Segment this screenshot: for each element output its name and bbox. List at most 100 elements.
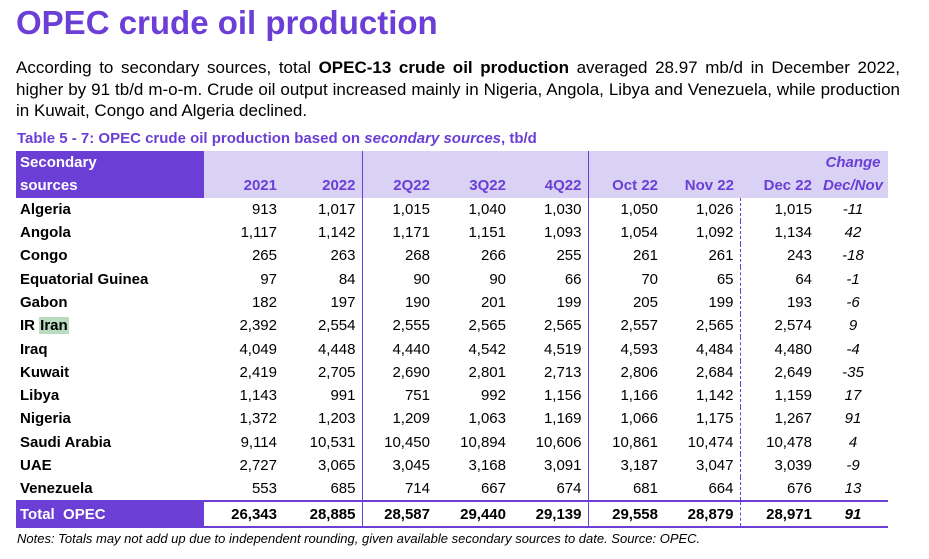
header-blank	[587, 151, 664, 175]
total-row: Total OPEC 26,343 28,885 28,587 29,440 29,139…	[16, 500, 888, 528]
value-cell: 205	[587, 290, 664, 315]
column-header: 2Q22	[361, 174, 436, 198]
caption-italic: secondary sources	[364, 130, 502, 147]
value-cell: 64	[739, 267, 818, 291]
value-cell: 268	[361, 244, 436, 268]
value-cell: 685	[330, 480, 356, 498]
value-cell: 2,727	[239, 457, 277, 474]
value-cell: 243	[739, 244, 818, 268]
value-cell: 4,519	[543, 340, 582, 358]
table-row: Libya 1,143 991 751 992 1,156 1,166 1,142 1,159 1…	[16, 383, 888, 408]
value-cell: 2,557	[587, 314, 664, 338]
value-cell: 4,049	[239, 340, 277, 358]
value-cell: 667	[480, 480, 506, 498]
header-blank	[436, 151, 512, 175]
value-cell: 1,093	[543, 224, 582, 242]
value-cell: 263	[330, 247, 356, 265]
value-cell: 1,175	[695, 410, 734, 428]
column-header: Oct 22	[587, 174, 664, 198]
table-row: Kuwait 2,419 2,705 2,690 2,801 2,713 2,806 2,68…	[16, 360, 888, 384]
value-cell: 3,047	[695, 457, 734, 474]
column-header: 2021	[204, 174, 283, 198]
value-cell: 2,801	[468, 363, 506, 381]
change-cell: -4	[846, 340, 860, 358]
value-cell: 1,372	[239, 410, 277, 428]
change-cell: -35	[842, 363, 864, 381]
value-cell: 10,474	[687, 433, 734, 451]
value-cell: 10,531	[309, 433, 356, 451]
intro-text-2: averaged 28.97 mb/d in December 2022, hi…	[16, 58, 900, 120]
value-cell: 28,885	[283, 500, 362, 528]
value-cell: 1,092	[695, 224, 734, 242]
value-cell: 10,861	[587, 430, 664, 454]
value-cell: 3,187	[587, 453, 664, 478]
country-name: Congo	[20, 247, 68, 265]
value-cell: 2,684	[695, 363, 734, 381]
value-cell: 2,705	[317, 363, 356, 381]
value-cell: 2,806	[587, 360, 664, 384]
value-cell: 70	[587, 267, 664, 291]
column-header: Dec 22	[740, 174, 818, 198]
country-name: Equatorial Guinea	[20, 270, 149, 288]
value-cell: 2,649	[739, 360, 818, 384]
caption-suffix: , tb/d	[501, 130, 537, 147]
header-blank	[283, 151, 362, 175]
intro-paragraph: According to secondary sources, total OP…	[16, 57, 900, 122]
value-cell: 29,139	[512, 500, 588, 528]
header-blank	[512, 151, 588, 175]
country-name: Libya	[20, 387, 60, 405]
value-cell: 2,574	[739, 314, 818, 338]
table-row: UAE 2,727 3,065 3,045 3,168 3,091 3,187 3,047 3,…	[16, 453, 888, 478]
country-name-prefix: IR	[20, 317, 40, 335]
value-cell: 66	[564, 270, 582, 288]
value-cell: 199	[708, 293, 734, 311]
value-cell: 28,971	[739, 500, 818, 528]
value-cell: 2,713	[543, 363, 582, 381]
value-cell: 751	[361, 383, 436, 408]
value-cell: 4,593	[587, 337, 664, 361]
value-cell: 992	[480, 387, 506, 405]
value-cell: 4,542	[468, 340, 506, 358]
value-cell: 261	[587, 244, 664, 268]
value-cell: 255	[556, 247, 582, 265]
value-cell: 1,015	[361, 197, 436, 221]
change-cell: -11	[842, 200, 864, 218]
value-cell: 1,151	[468, 224, 506, 242]
value-cell: 553	[251, 480, 277, 498]
value-cell: 3,039	[739, 453, 818, 478]
value-cell: 1,156	[543, 387, 582, 405]
change-cell: -1	[846, 270, 860, 288]
value-cell: 182	[251, 293, 277, 311]
value-cell: 10,478	[739, 430, 818, 454]
value-cell: 2,554	[317, 317, 356, 335]
header-blank	[204, 151, 283, 175]
table-row: Saudi Arabia 9,114 10,531 10,450 10,894 10,60…	[16, 430, 888, 454]
header-blank	[740, 151, 818, 175]
value-cell: 26,343	[204, 500, 283, 528]
value-cell: 1,134	[739, 220, 818, 245]
country-name: Iraq	[20, 340, 48, 358]
value-cell: 1,143	[239, 387, 277, 405]
value-cell: 1,054	[587, 220, 664, 245]
value-cell: 1,026	[695, 200, 734, 218]
change-cell: 4	[848, 433, 858, 451]
table-row: Algeria 913 1,017 1,015 1,040 1,030 1,050 1,026…	[16, 197, 888, 221]
column-header: 4Q22	[512, 174, 588, 198]
value-cell: 1,166	[587, 383, 664, 408]
value-cell: 664	[708, 480, 734, 498]
value-cell: 913	[251, 200, 277, 218]
value-cell: 2,565	[695, 317, 734, 335]
value-cell: 4,448	[317, 340, 356, 358]
country-name: Total OPEC	[16, 500, 204, 528]
value-cell: 2,690	[361, 360, 436, 384]
column-header: 3Q22	[436, 174, 512, 198]
value-cell: 28,587	[361, 500, 436, 528]
value-cell: 193	[739, 290, 818, 315]
value-cell: 90	[361, 267, 436, 291]
value-cell: 2,392	[239, 317, 277, 335]
country-name: IR Iran	[16, 314, 204, 337]
value-cell: 4,484	[695, 340, 734, 358]
value-cell: 65	[716, 270, 734, 288]
value-cell: 28,879	[664, 500, 740, 528]
production-table: Secondary Change sources 2021 2022 2Q22 …	[16, 151, 888, 528]
